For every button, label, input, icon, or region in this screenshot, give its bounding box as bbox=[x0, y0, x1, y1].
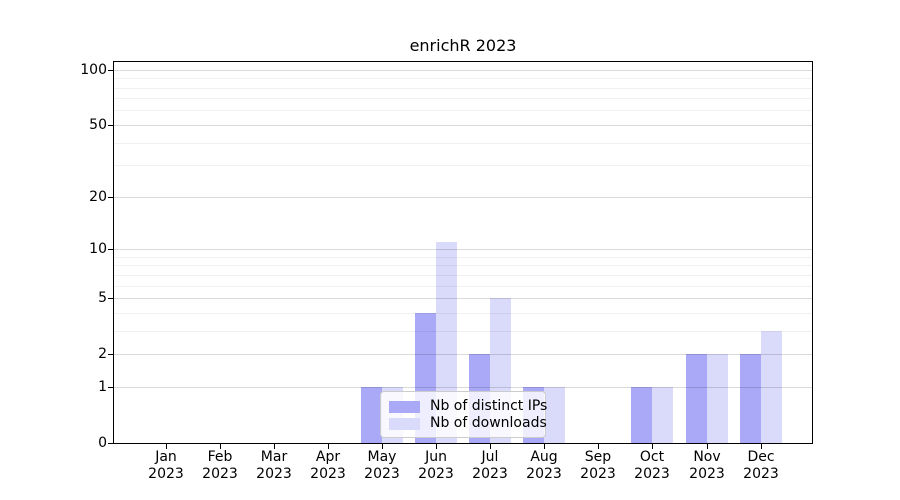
chart-title: enrichR 2023 bbox=[409, 36, 517, 55]
bar-downloads bbox=[760, 330, 782, 443]
grid-minor-line bbox=[114, 165, 812, 167]
grid-minor-line bbox=[114, 312, 812, 314]
grid-major-line bbox=[114, 69, 812, 71]
grid-minor-line bbox=[114, 285, 812, 287]
grid-minor-line bbox=[114, 265, 812, 267]
y-tick-label: 2 bbox=[98, 346, 107, 362]
grid-major-line bbox=[114, 249, 812, 250]
legend: Nb of distinct IPs Nb of downloads bbox=[380, 391, 547, 438]
y-tick-label: 20 bbox=[89, 189, 107, 205]
x-tick-mark bbox=[761, 444, 762, 449]
y-tick-label: 5 bbox=[98, 290, 107, 306]
y-tick-mark bbox=[108, 70, 113, 71]
plot-area bbox=[113, 61, 813, 444]
x-tick-mark bbox=[166, 444, 167, 449]
y-tick-label: 10 bbox=[89, 241, 107, 257]
x-tick-label: Aug 2023 bbox=[526, 449, 562, 482]
grid-major-line bbox=[114, 386, 812, 388]
x-tick-mark bbox=[382, 444, 383, 449]
x-tick-mark bbox=[490, 444, 491, 449]
x-tick-label: May 2023 bbox=[364, 449, 400, 482]
y-tick-mark bbox=[108, 387, 113, 388]
bar-distinct-ips bbox=[685, 354, 707, 443]
x-tick-mark bbox=[652, 444, 653, 449]
grid-minor-line bbox=[114, 142, 812, 144]
y-tick-mark bbox=[108, 125, 113, 126]
grid-major-line bbox=[114, 196, 812, 198]
y-tick-mark bbox=[108, 249, 113, 250]
y-tick-mark bbox=[108, 197, 113, 198]
legend-swatch-downloads bbox=[389, 417, 420, 430]
x-tick-label: Jul 2023 bbox=[472, 449, 508, 482]
y-tick-mark bbox=[108, 354, 113, 355]
legend-label-distinct-ips: Nb of distinct IPs bbox=[430, 398, 548, 414]
x-tick-mark bbox=[274, 444, 275, 449]
legend-swatch-distinct-ips bbox=[389, 400, 420, 413]
bar-downloads bbox=[544, 386, 566, 443]
y-tick-label: 0 bbox=[98, 435, 107, 451]
x-tick-mark bbox=[436, 444, 437, 449]
grid-minor-line bbox=[114, 98, 812, 100]
x-tick-label: Jun 2023 bbox=[418, 449, 454, 482]
grid-major-line bbox=[114, 298, 812, 299]
bar-downloads bbox=[706, 354, 728, 443]
x-tick-label: Mar 2023 bbox=[256, 449, 292, 482]
legend-item-distinct-ips: Nb of distinct IPs bbox=[389, 398, 547, 415]
bar-downloads bbox=[652, 386, 674, 443]
x-tick-mark bbox=[220, 444, 221, 449]
grid-minor-line bbox=[114, 256, 812, 258]
x-tick-mark bbox=[707, 444, 708, 449]
x-tick-label: Oct 2023 bbox=[634, 449, 670, 482]
bar-distinct-ips bbox=[739, 354, 761, 443]
grid-minor-line bbox=[114, 330, 812, 332]
grid-major-line bbox=[114, 354, 812, 356]
y-tick-mark bbox=[108, 443, 113, 444]
grid-minor-line bbox=[114, 78, 812, 80]
grid-minor-line bbox=[114, 110, 812, 112]
grid-minor-line bbox=[114, 274, 812, 276]
bar-distinct-ips bbox=[360, 386, 382, 443]
y-tick-mark bbox=[108, 298, 113, 299]
bar-distinct-ips bbox=[631, 386, 653, 443]
y-tick-label: 50 bbox=[89, 117, 107, 133]
grid-minor-line bbox=[114, 87, 812, 89]
x-tick-label: Jan 2023 bbox=[148, 449, 184, 482]
y-tick-label: 100 bbox=[80, 62, 107, 78]
x-tick-mark bbox=[328, 444, 329, 449]
x-tick-label: Dec 2023 bbox=[743, 449, 779, 482]
x-tick-label: Apr 2023 bbox=[310, 449, 346, 482]
y-tick-label: 1 bbox=[98, 379, 107, 395]
legend-label-downloads: Nb of downloads bbox=[430, 415, 547, 431]
x-tick-mark bbox=[544, 444, 545, 449]
x-tick-mark bbox=[598, 444, 599, 449]
grid-major-line bbox=[114, 124, 812, 126]
x-tick-label: Feb 2023 bbox=[202, 449, 238, 482]
x-tick-label: Nov 2023 bbox=[689, 449, 725, 482]
x-tick-label: Sep 2023 bbox=[580, 449, 616, 482]
legend-item-downloads: Nb of downloads bbox=[389, 415, 547, 432]
